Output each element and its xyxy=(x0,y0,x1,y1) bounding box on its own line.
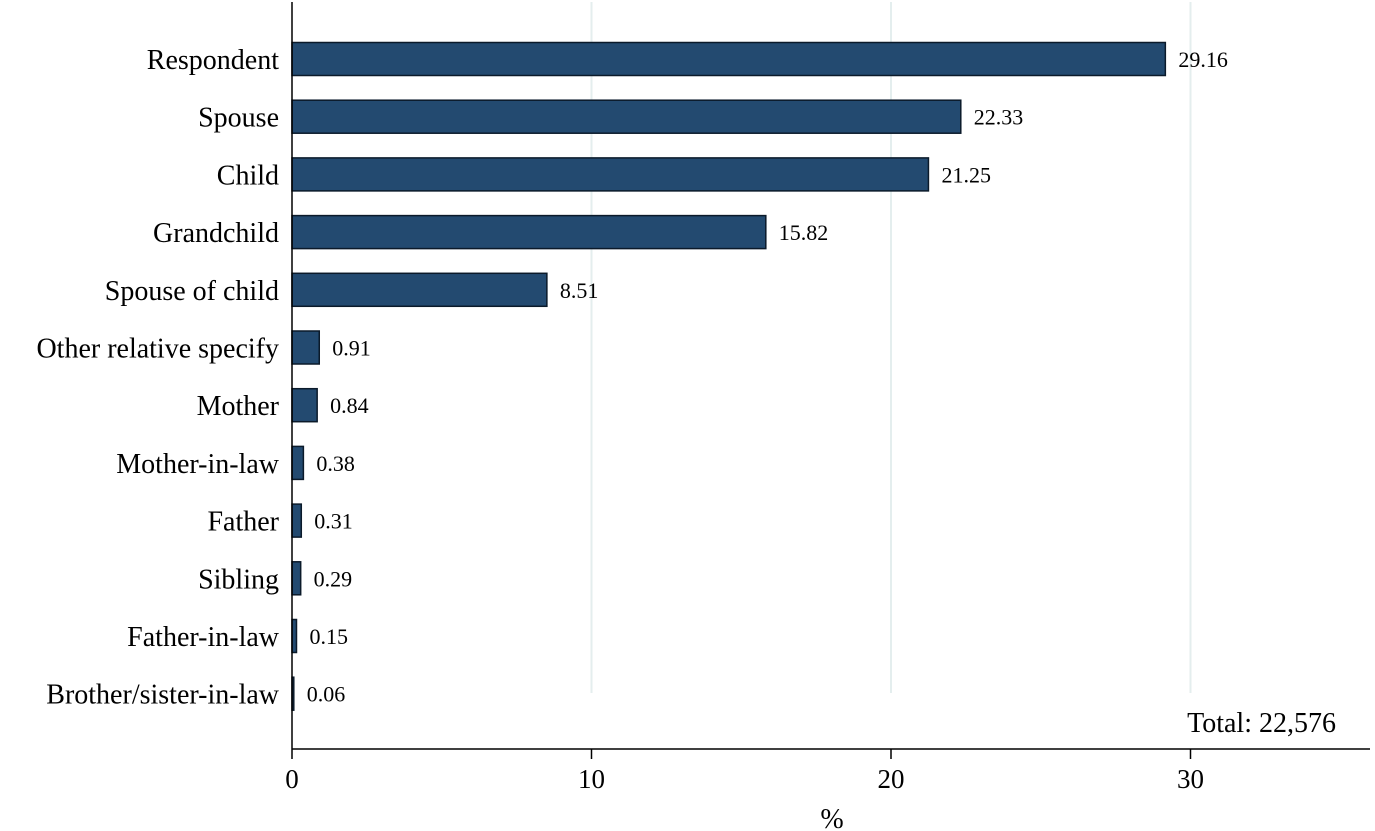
value-label-mother-in-law: 0.38 xyxy=(316,451,355,476)
bar-sibling xyxy=(291,561,302,596)
bar-spouse xyxy=(291,99,962,134)
value-labels: 29.16 22.33 21.25 15.82 8.51 0.91 0.84 0.38 0.31… xyxy=(307,47,1228,707)
value-label-child: 21.25 xyxy=(941,162,991,187)
value-label-grandchild: 15.82 xyxy=(779,220,829,245)
category-labels: Respondent Spouse Child Grandchild Spouse of… xyxy=(36,45,279,711)
x-tick-label-10: 10 xyxy=(578,764,605,794)
bar-child xyxy=(291,157,930,192)
bar-spouse-of-child xyxy=(291,272,548,308)
category-label-grandchild: Grandchild xyxy=(153,218,279,249)
x-tick-label-30: 30 xyxy=(1177,764,1204,794)
value-label-respondent: 29.16 xyxy=(1178,47,1228,72)
bars xyxy=(291,41,1167,711)
value-label-sibling: 0.29 xyxy=(314,566,353,591)
bar-father xyxy=(291,503,303,538)
x-ticks: 0 10 20 30 xyxy=(285,749,1204,794)
value-label-spouse: 22.33 xyxy=(974,105,1024,130)
category-label-father: Father xyxy=(207,507,279,538)
value-label-father-in-law: 0.15 xyxy=(309,624,348,649)
value-label-spouse-of-child: 8.51 xyxy=(560,278,599,303)
bar-respondent xyxy=(291,41,1167,77)
category-label-respondent: Respondent xyxy=(147,45,279,76)
category-label-child: Child xyxy=(217,160,279,191)
bar-grandchild xyxy=(291,214,767,250)
bar-mother xyxy=(291,387,318,423)
value-label-brother-sister-in-law: 0.06 xyxy=(307,682,346,707)
category-label-mother: Mother xyxy=(197,391,280,422)
category-label-spouse: Spouse xyxy=(198,103,279,134)
category-label-brother-sister-in-law: Brother/sister-in-law xyxy=(46,680,279,711)
total-annotation: Total: 22,576 xyxy=(1187,708,1336,739)
bar-mother-in-law xyxy=(291,445,305,481)
category-label-spouse-of-child: Spouse of child xyxy=(105,276,279,307)
value-label-other-relative-specify: 0.91 xyxy=(332,336,371,361)
category-label-sibling: Sibling xyxy=(198,564,279,595)
x-tick-label-20: 20 xyxy=(878,764,905,794)
x-axis-title: % xyxy=(820,804,843,831)
category-label-mother-in-law: Mother-in-law xyxy=(116,449,280,480)
bar-other-relative-specify xyxy=(291,330,321,365)
x-tick-label-0: 0 xyxy=(285,764,299,794)
category-label-other-relative-specify: Other relative specify xyxy=(36,334,279,365)
value-label-mother: 0.84 xyxy=(330,393,369,418)
value-label-father: 0.31 xyxy=(314,509,353,534)
category-label-father-in-law: Father-in-law xyxy=(127,622,280,653)
